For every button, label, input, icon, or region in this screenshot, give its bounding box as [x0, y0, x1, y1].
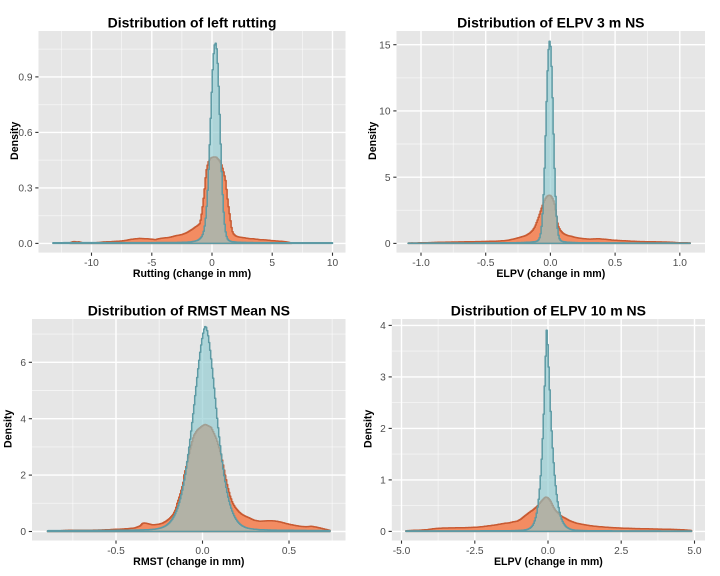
svg-text:2: 2 — [380, 424, 386, 435]
svg-text:2.5: 2.5 — [614, 546, 628, 557]
svg-text:Density: Density — [9, 122, 21, 160]
svg-text:ELPV (change in mm): ELPV (change in mm) — [496, 268, 605, 280]
svg-text:0.9: 0.9 — [18, 73, 32, 84]
svg-text:Distribution of left rutting: Distribution of left rutting — [108, 15, 277, 31]
svg-text:0.0: 0.0 — [18, 239, 32, 250]
svg-text:Density: Density — [3, 410, 15, 448]
svg-text:0: 0 — [380, 527, 386, 538]
svg-text:0.3: 0.3 — [18, 184, 32, 195]
svg-text:-10: -10 — [84, 258, 99, 269]
svg-text:-2.5: -2.5 — [466, 546, 484, 557]
svg-text:0.5: 0.5 — [282, 546, 296, 557]
svg-text:5: 5 — [385, 173, 391, 184]
svg-text:-1.0: -1.0 — [412, 258, 430, 269]
svg-text:Distribution of RMST Mean NS: Distribution of RMST Mean NS — [88, 303, 290, 319]
svg-text:Density: Density — [362, 410, 374, 448]
svg-text:Distribution of ELPV 10 m NS: Distribution of ELPV 10 m NS — [451, 303, 646, 319]
svg-text:RMST (change in mm): RMST (change in mm) — [133, 556, 244, 568]
svg-text:Density: Density — [367, 122, 379, 160]
svg-text:1.0: 1.0 — [673, 258, 687, 269]
svg-text:0: 0 — [385, 239, 391, 250]
svg-text:0.6: 0.6 — [18, 128, 32, 139]
svg-text:0: 0 — [20, 527, 26, 538]
svg-text:5.0: 5.0 — [687, 546, 701, 557]
svg-text:10: 10 — [379, 107, 391, 118]
svg-text:Rutting (change in mm): Rutting (change in mm) — [133, 268, 251, 280]
svg-text:15: 15 — [379, 40, 391, 51]
svg-text:0.5: 0.5 — [608, 258, 622, 269]
svg-text:-0.5: -0.5 — [477, 258, 495, 269]
svg-text:2: 2 — [20, 471, 26, 482]
svg-text:3: 3 — [380, 373, 386, 384]
svg-text:1: 1 — [380, 476, 386, 487]
svg-text:10: 10 — [327, 258, 339, 269]
svg-text:Distribution of ELPV 3 m NS: Distribution of ELPV 3 m NS — [457, 15, 644, 31]
svg-text:-5.0: -5.0 — [393, 546, 411, 557]
svg-text:0: 0 — [209, 258, 215, 269]
svg-text:4: 4 — [380, 321, 386, 332]
svg-text:0.0: 0.0 — [541, 546, 555, 557]
svg-text:6: 6 — [20, 358, 26, 369]
svg-text:ELPV (change in mm): ELPV (change in mm) — [494, 556, 603, 568]
svg-text:5: 5 — [269, 258, 275, 269]
svg-text:4: 4 — [20, 414, 26, 425]
svg-text:-0.5: -0.5 — [107, 546, 125, 557]
svg-text:0.0: 0.0 — [195, 546, 209, 557]
svg-text:-5: -5 — [147, 258, 156, 269]
svg-text:0.0: 0.0 — [543, 258, 557, 269]
